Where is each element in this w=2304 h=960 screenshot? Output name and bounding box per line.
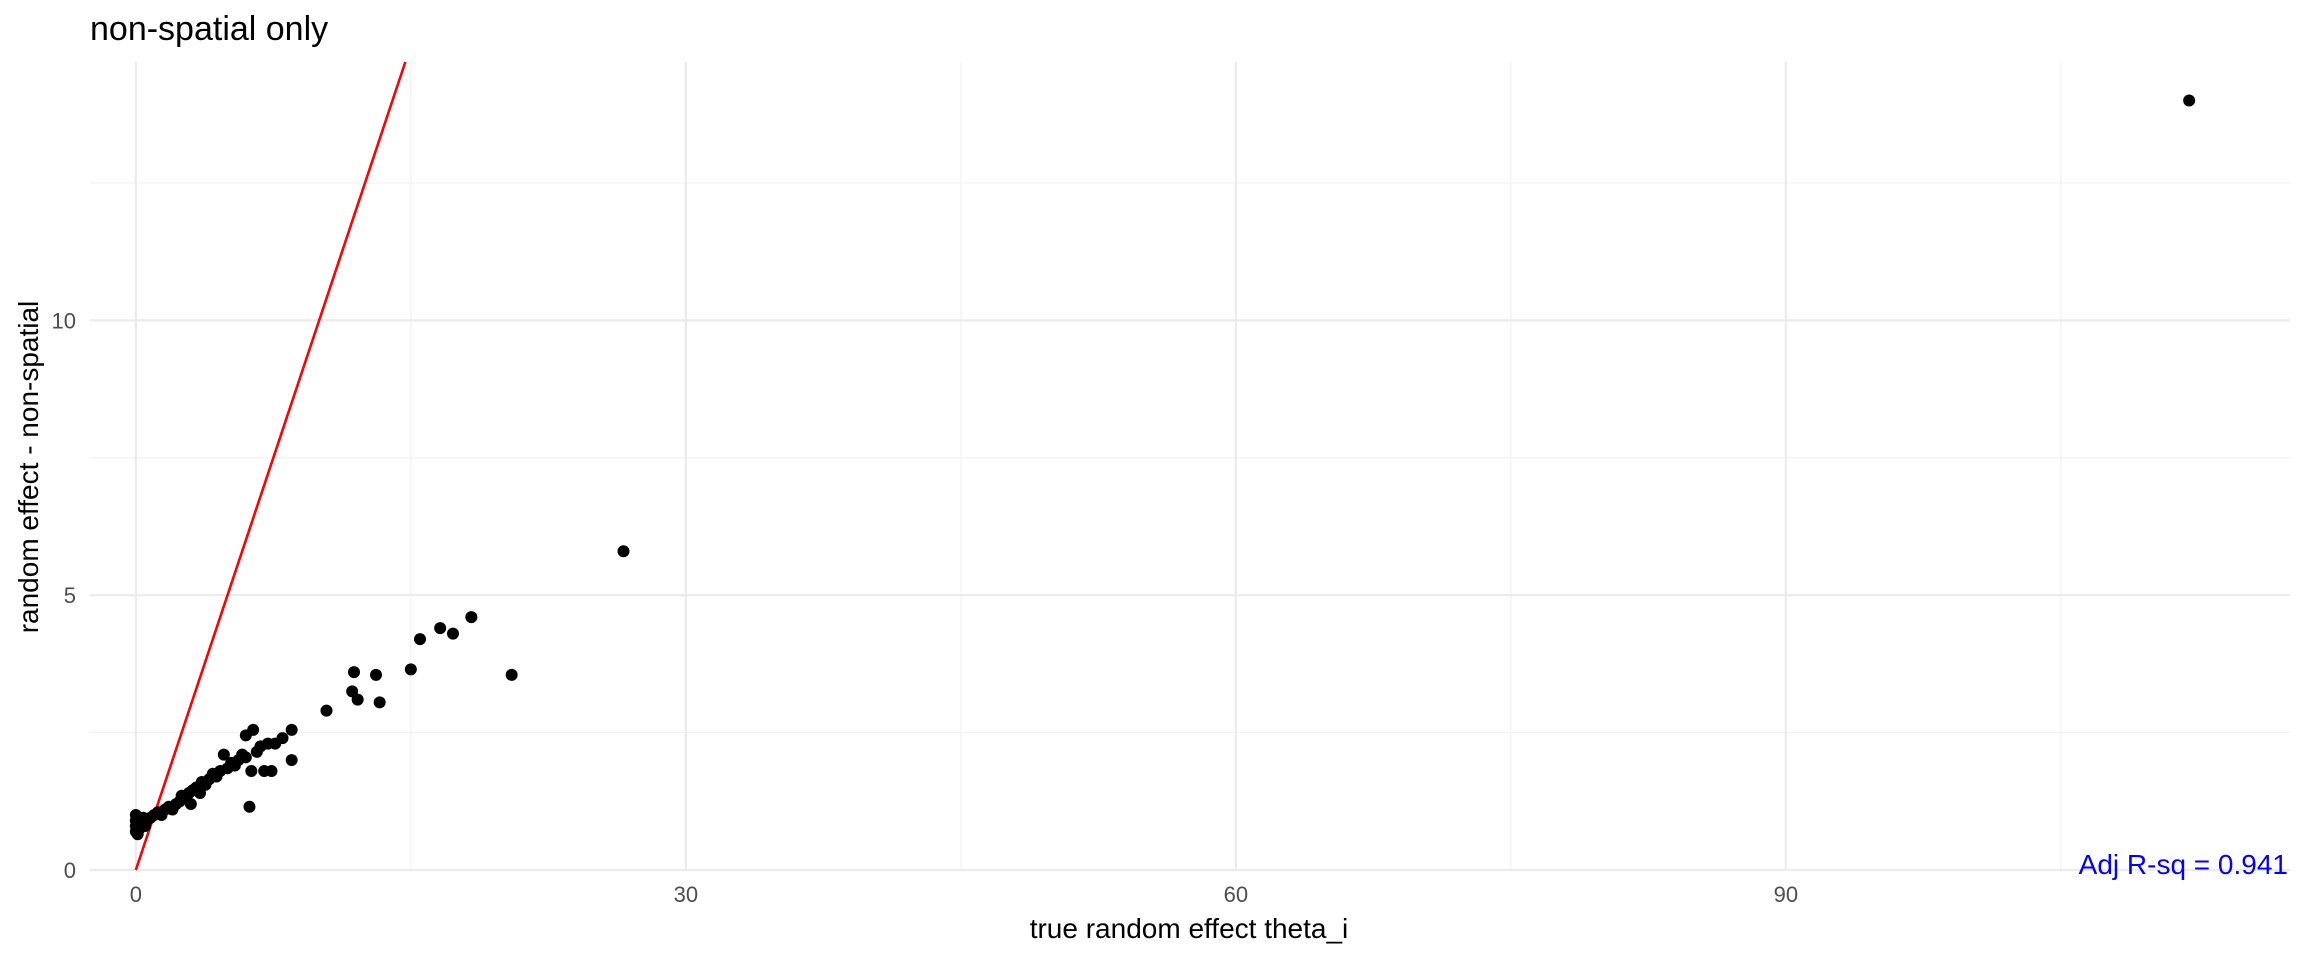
reference-line: [134, 61, 407, 871]
x-tick-label: 30: [674, 882, 698, 907]
data-point: [2183, 94, 2196, 107]
data-point: [348, 666, 360, 679]
data-point: [465, 611, 478, 624]
data-point: [351, 693, 364, 706]
y-tick-label: 5: [64, 583, 76, 608]
data-point: [276, 732, 289, 745]
data-point: [414, 633, 426, 646]
grid: [90, 62, 2290, 872]
y-tick-label: 10: [52, 308, 76, 333]
x-tick-label: 60: [1224, 882, 1248, 907]
y-tick-label: 0: [64, 858, 76, 883]
ticks: 0 30 60 90 0 5 10: [52, 308, 1799, 907]
data-point: [404, 663, 417, 676]
data-point: [505, 668, 518, 681]
data-point: [247, 723, 260, 736]
data-point: [217, 748, 230, 761]
points: [129, 94, 2196, 841]
data-point: [265, 765, 278, 778]
x-tick-label: 90: [1774, 882, 1798, 907]
r-squared-annotation: Adj R-sq = 0.941: [2079, 849, 2288, 880]
x-tick-label: 0: [130, 882, 142, 907]
data-point: [370, 668, 382, 681]
data-point: [285, 754, 298, 767]
chart-title: non-spatial only: [90, 10, 328, 48]
data-point: [373, 696, 386, 709]
y-axis-label: random effect - non-spatial: [13, 301, 44, 634]
data-point: [617, 545, 630, 558]
data-point: [320, 704, 333, 717]
data-point: [239, 751, 252, 764]
data-point: [243, 800, 256, 813]
data-point: [285, 723, 298, 736]
data-point: [447, 627, 459, 640]
x-axis-label: true random effect theta_i: [1030, 913, 1349, 944]
data-point: [245, 765, 258, 778]
data-point: [184, 798, 197, 811]
data-point: [434, 622, 447, 635]
